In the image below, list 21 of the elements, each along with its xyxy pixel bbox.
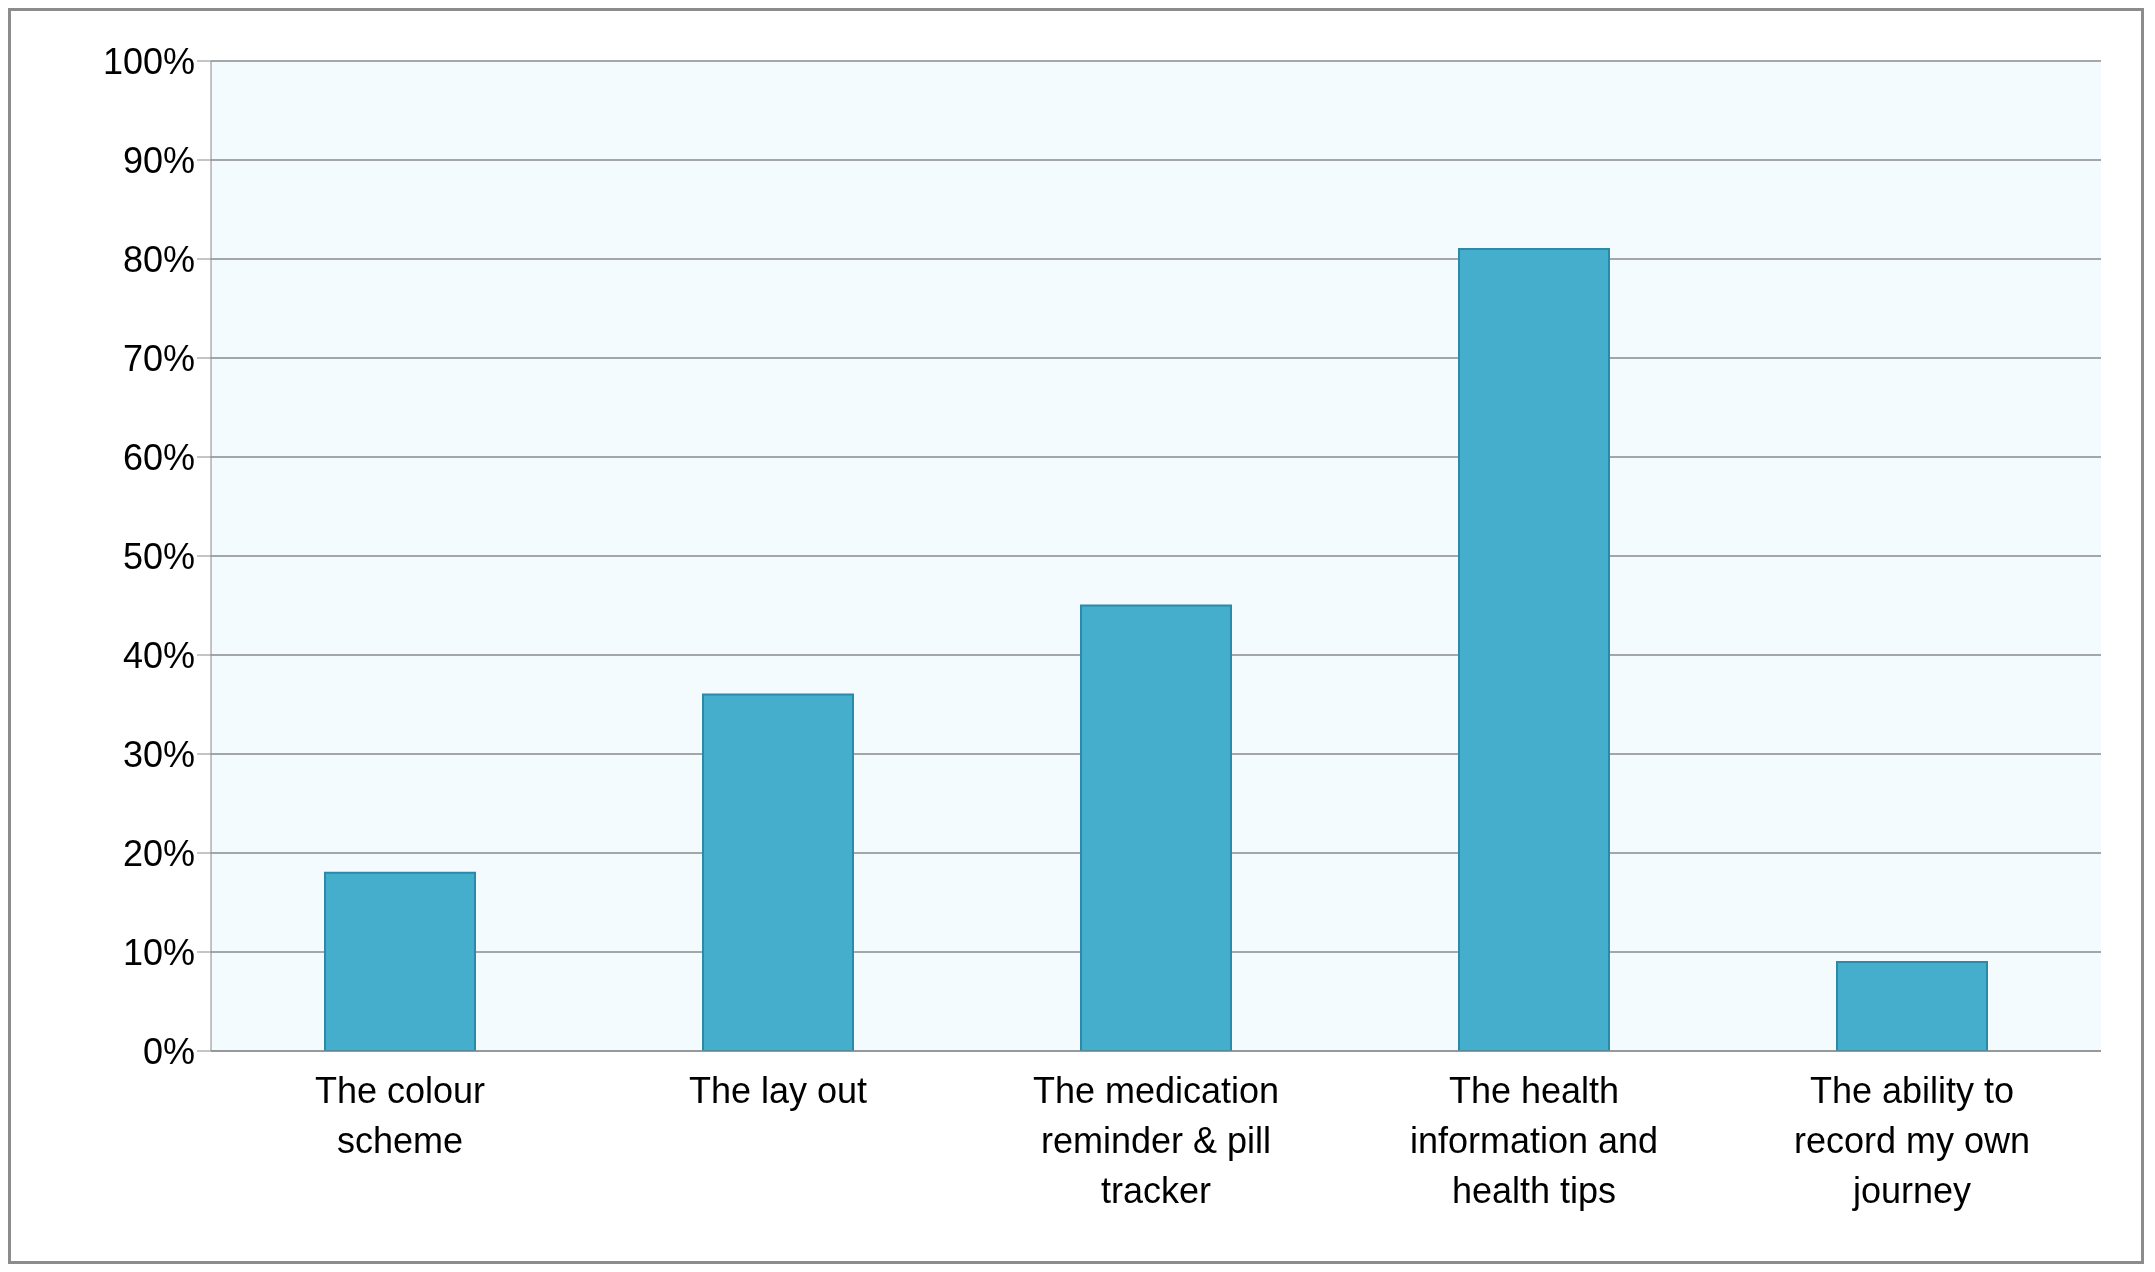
y-tick-label: 60% — [122, 436, 195, 478]
y-tick-label: 80% — [122, 238, 195, 280]
y-tick-label: 0% — [142, 1030, 195, 1072]
x-tick-label: The colour scheme — [314, 1070, 486, 1161]
y-tick-label: 90% — [122, 139, 195, 181]
bar — [1080, 604, 1232, 1051]
y-tick-label: 50% — [122, 535, 195, 577]
y-tick-label: 70% — [122, 337, 195, 379]
x-tick-label: The ability to record my own journey — [1793, 1070, 2031, 1211]
y-tick-label: 20% — [122, 832, 195, 874]
bar — [702, 693, 854, 1051]
x-tick-label: The health information and health tips — [1409, 1070, 1659, 1211]
x-tick-label: The lay out — [688, 1070, 868, 1111]
y-tick-label: 40% — [122, 634, 195, 676]
x-tick-label: The medication reminder & pill tracker — [1032, 1070, 1280, 1211]
bar — [1458, 248, 1610, 1051]
bar — [324, 871, 476, 1051]
y-tick-label: 30% — [122, 733, 195, 775]
y-tick-label: 100% — [102, 40, 195, 82]
bar — [1836, 960, 1988, 1051]
y-tick-label: 10% — [122, 931, 195, 973]
